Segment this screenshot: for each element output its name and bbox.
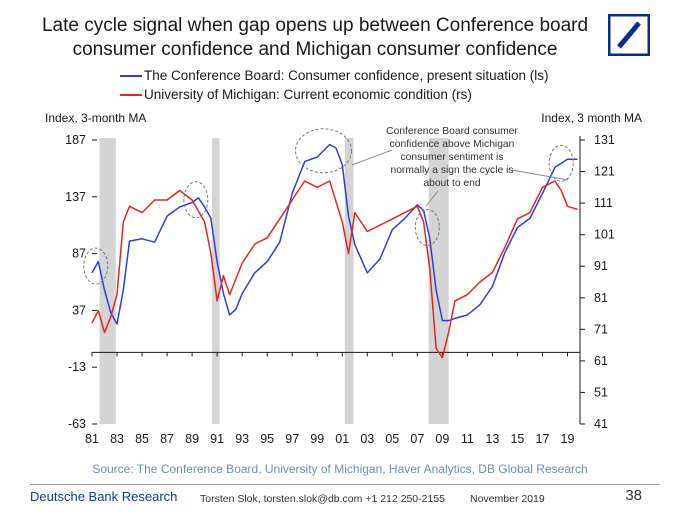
axes: 187 137 87 37 -13 -63 131 121 111 101 91 81 71 61 51 41… bbox=[65, 133, 615, 446]
legend-label-michigan: University of Michigan: Current economic… bbox=[144, 87, 472, 102]
annotation-arrow-down bbox=[425, 190, 439, 207]
right-tick-label-3: 101 bbox=[594, 228, 615, 242]
deutsche-bank-logo-icon bbox=[608, 14, 650, 56]
right-axis-label: Index, 3 month MA bbox=[541, 111, 642, 125]
left-tick-label-2: 87 bbox=[72, 247, 86, 261]
annotation-arrow-right bbox=[511, 169, 569, 181]
x-tick-label-5: 91 bbox=[210, 432, 224, 446]
right-tick-label-6: 71 bbox=[594, 322, 608, 336]
annotation-line-2: confidence above Michigan bbox=[390, 139, 515, 150]
left-tick-label-3: 37 bbox=[72, 303, 86, 317]
series-line-michigan bbox=[91, 180, 578, 359]
left-tick-label-0: 187 bbox=[65, 133, 86, 147]
recession-bands bbox=[99, 138, 449, 424]
legend-swatch-red bbox=[120, 93, 142, 96]
series-lines bbox=[91, 143, 578, 359]
legend-item-michigan: University of Michigan: Current economic… bbox=[120, 85, 548, 104]
annotation: Conference Board consumer confidence abo… bbox=[351, 126, 569, 207]
x-tick-label-18: 17 bbox=[536, 432, 550, 446]
right-tick-label-1: 121 bbox=[594, 165, 615, 179]
x-tick-label-4: 89 bbox=[185, 432, 199, 446]
right-tick-label-8: 51 bbox=[594, 385, 608, 399]
chart-title: Late cycle signal when gap opens up betw… bbox=[41, 15, 589, 60]
highlight-circle-4 bbox=[548, 144, 574, 182]
right-tick-label-7: 61 bbox=[594, 354, 608, 368]
right-tick-label-5: 81 bbox=[594, 291, 608, 305]
left-tick-label-4: -13 bbox=[68, 360, 86, 374]
x-tick-label-16: 13 bbox=[485, 432, 499, 446]
left-tick-label-5: -63 bbox=[68, 417, 86, 431]
x-tick-label-13: 07 bbox=[410, 432, 424, 446]
x-tick-label-7: 95 bbox=[260, 432, 274, 446]
x-tick-label-0: 81 bbox=[85, 432, 99, 446]
x-tick-label-8: 97 bbox=[285, 432, 299, 446]
page-number: 38 bbox=[625, 487, 642, 504]
annotation-line-1: Conference Board consumer bbox=[386, 126, 518, 137]
legend-item-conference-board: The Conference Board: Consumer confidenc… bbox=[120, 66, 548, 85]
x-tick-label-9: 99 bbox=[310, 432, 324, 446]
left-axis-label: Index, 3-month MA bbox=[45, 111, 147, 125]
annotation-line-3: consumer sentiment is bbox=[400, 152, 503, 163]
x-tick-label-6: 93 bbox=[235, 432, 249, 446]
highlight-circle-1 bbox=[183, 181, 209, 219]
legend: The Conference Board: Consumer confidenc… bbox=[120, 66, 548, 104]
footer-divider bbox=[30, 484, 660, 485]
x-tick-label-15: 11 bbox=[461, 432, 474, 446]
recession-band-1 bbox=[212, 138, 220, 424]
x-tick-label-1: 83 bbox=[110, 432, 124, 446]
right-tick-label-0: 131 bbox=[594, 133, 615, 147]
footer-date: November 2019 bbox=[470, 493, 545, 505]
highlight-circle-3 bbox=[414, 208, 440, 246]
highlight-circles bbox=[83, 128, 574, 285]
annotation-arrow-left bbox=[351, 149, 393, 166]
x-tick-label-14: 09 bbox=[435, 432, 449, 446]
annotation-line-5: about to end bbox=[423, 178, 481, 189]
right-tick-label-4: 91 bbox=[594, 259, 608, 273]
footer-author: Torsten Slok, torsten.slok@db.com +1 212… bbox=[200, 493, 446, 505]
x-tick-label-2: 85 bbox=[135, 432, 149, 446]
right-tick-label-9: 41 bbox=[594, 417, 608, 431]
highlight-circle-2 bbox=[294, 128, 352, 174]
source-note: Source: The Conference Board, University… bbox=[92, 462, 588, 476]
footer-brand: Deutsche Bank Research bbox=[30, 489, 178, 504]
highlight-circle-0 bbox=[83, 247, 109, 285]
x-tick-label-19: 19 bbox=[561, 432, 575, 446]
legend-swatch-blue bbox=[120, 74, 142, 77]
annotation-line-4: normally a sign the cycle is bbox=[390, 165, 513, 176]
left-tick-label-1: 137 bbox=[65, 190, 86, 204]
right-tick-label-2: 111 bbox=[594, 196, 613, 210]
x-tick-label-3: 87 bbox=[160, 432, 174, 446]
legend-label-conference-board: The Conference Board: Consumer confidenc… bbox=[144, 68, 549, 83]
recession-band-2 bbox=[344, 138, 354, 424]
x-tick-label-10: 01 bbox=[335, 432, 349, 446]
series-line-conference-board bbox=[91, 143, 578, 325]
x-tick-label-11: 03 bbox=[360, 432, 374, 446]
x-tick-label-12: 05 bbox=[385, 432, 399, 446]
x-tick-label-17: 15 bbox=[510, 432, 524, 446]
